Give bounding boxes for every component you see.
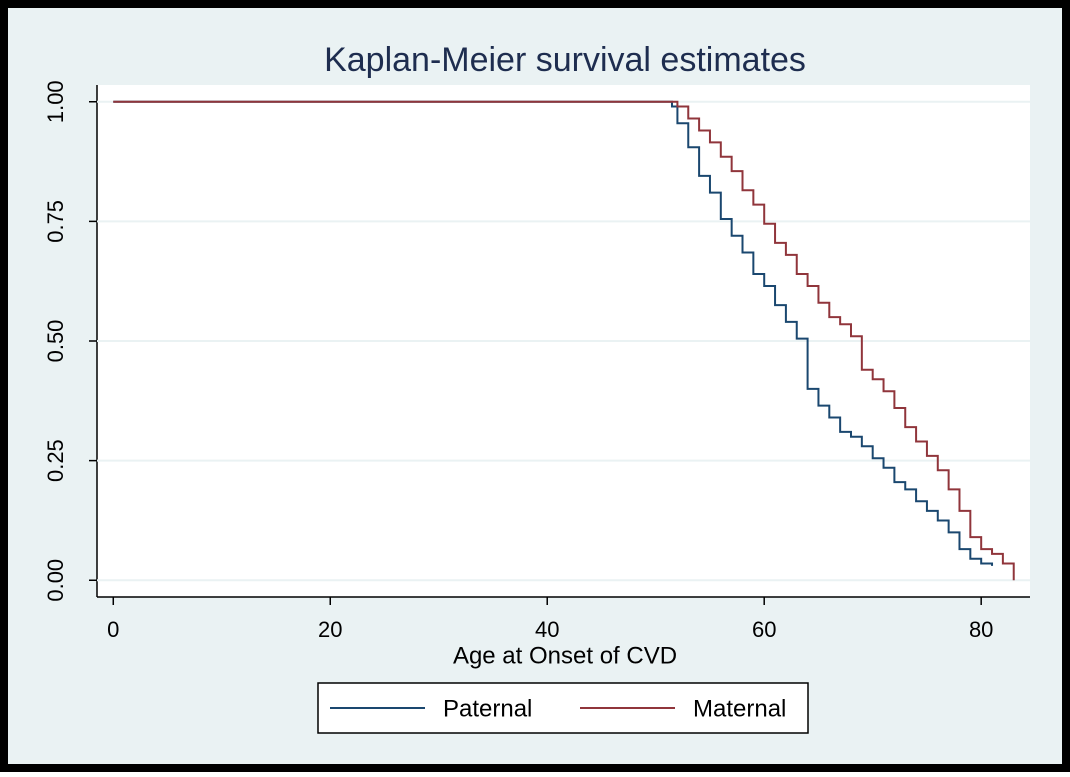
survival-line bbox=[113, 100, 1015, 581]
y-tick-label: 1.00 bbox=[43, 80, 68, 123]
legend-label: Maternal bbox=[693, 695, 786, 722]
y-tick-label: 0.25 bbox=[43, 439, 68, 482]
x-tick-label: 40 bbox=[535, 617, 559, 642]
y-tick-label: 0.00 bbox=[43, 559, 68, 602]
y-tick-label: 0.50 bbox=[43, 320, 68, 363]
x-tick-label: 0 bbox=[107, 617, 119, 642]
y-tick-label: 0.75 bbox=[43, 200, 68, 243]
x-tick-label: 60 bbox=[752, 617, 776, 642]
chart-title: Kaplan-Meier survival estimates bbox=[324, 41, 806, 79]
survival-line bbox=[113, 100, 994, 566]
x-axis-label: Age at Onset of CVD bbox=[453, 642, 677, 669]
legend-label: Paternal bbox=[443, 695, 532, 722]
x-tick-label: 80 bbox=[969, 617, 993, 642]
x-tick-label: 20 bbox=[318, 617, 342, 642]
